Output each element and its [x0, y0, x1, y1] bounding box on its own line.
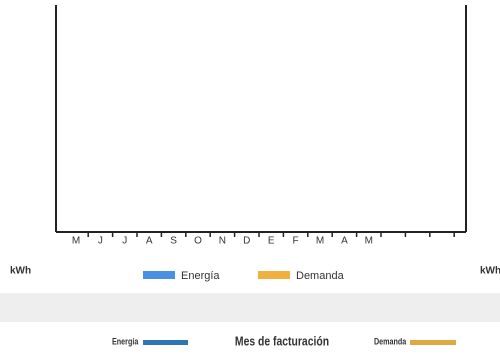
x-tick-label: S [170, 236, 177, 247]
band [0, 293, 500, 322]
legend-swatch [143, 340, 188, 345]
legend: Energía Demanda [112, 337, 456, 347]
x-tick-label: E [268, 236, 275, 247]
x-tick-label: M [365, 236, 373, 247]
x-tick-label: M [72, 236, 80, 247]
x-tick-label: M [316, 236, 324, 247]
x-tick-label: J [122, 236, 127, 247]
legend: Energía Demanda [143, 270, 345, 282]
legend-label: Demanda [296, 270, 345, 282]
y2-axis-label: kWh [480, 266, 500, 277]
legend-label: Energía [181, 270, 220, 282]
x-tick-label: F [293, 236, 299, 247]
x-tick-label: D [243, 236, 250, 247]
y-axis-label: kWh [10, 266, 31, 277]
x-tick-label: O [194, 236, 202, 247]
x-tick-label: N [219, 236, 226, 247]
x-tick-label: A [146, 236, 153, 247]
legend-swatch [410, 340, 456, 345]
legend-label: Demanda [374, 337, 407, 347]
x-axis-title: Mes de facturación [235, 334, 329, 348]
x-tick-label: A [341, 236, 348, 247]
legend-swatch [143, 271, 175, 279]
legend-swatch [258, 271, 290, 279]
legend-label: Energía [112, 337, 139, 347]
x-tick-label: J [98, 236, 103, 247]
